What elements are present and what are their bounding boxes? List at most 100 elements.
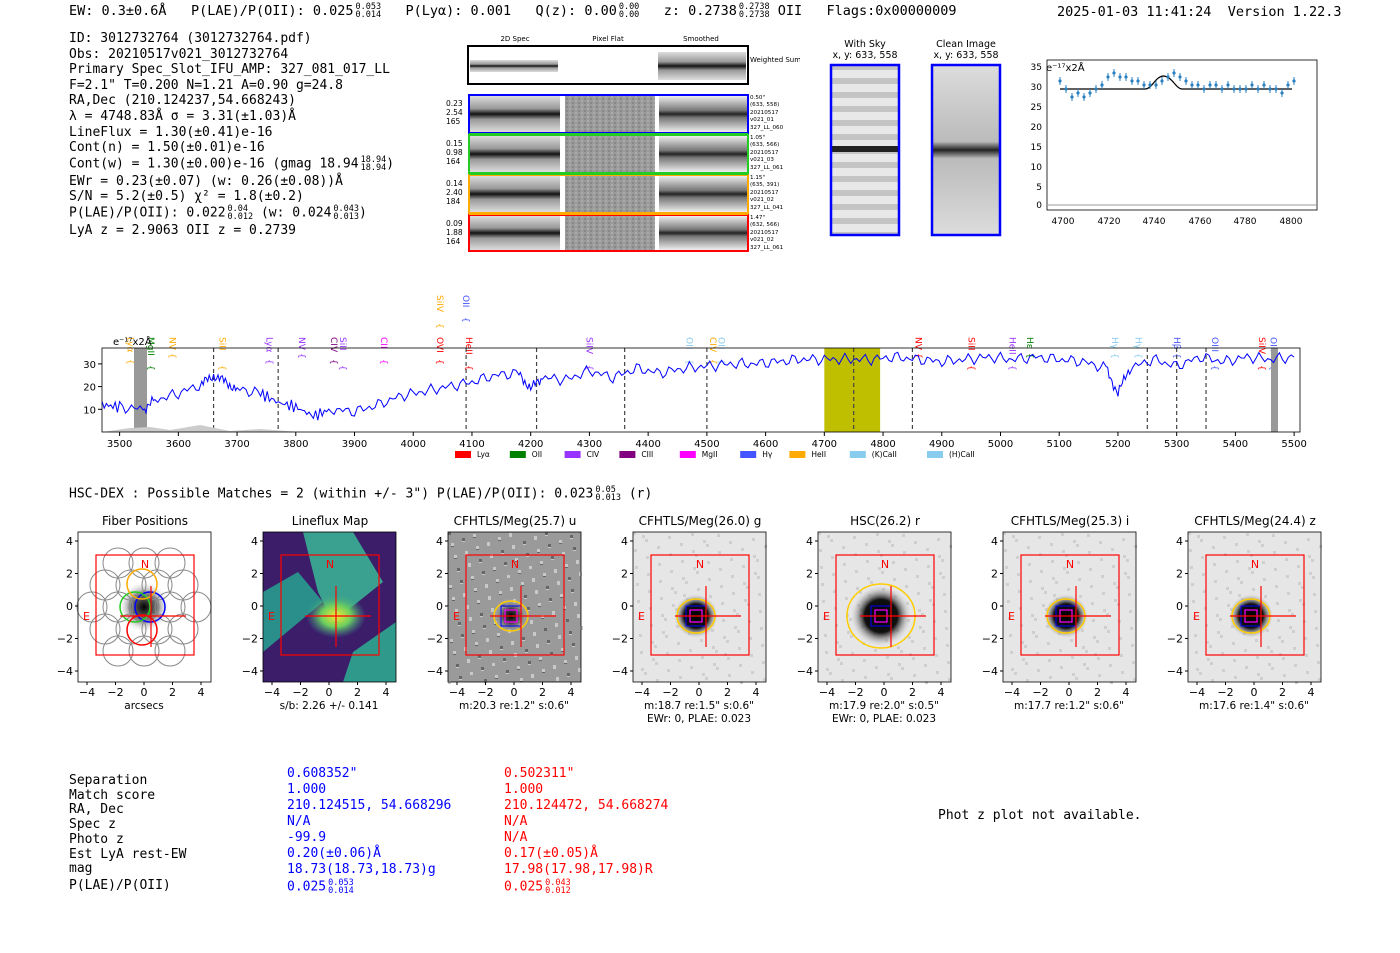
line-label-bracket-19: { [1006, 365, 1016, 371]
line-label-1: MgII [145, 337, 155, 356]
cutout-ytick: 0 [991, 600, 998, 613]
cutout-east-label: E [1193, 610, 1200, 623]
cutout-north-label: N [326, 558, 334, 571]
header-bar: EW: 0.3±0.6Å P(LAE)/P(OII): 0.025 0.053 0.… [69, 3, 957, 20]
zoom-plot-unit: e⁻¹⁷x2Å [1046, 61, 1085, 74]
match-value-2: 210.124472, 54.668274 [504, 798, 669, 813]
header-z: z: 0.2738 [663, 3, 737, 19]
line-label-bracket-7: { [337, 365, 347, 371]
line-label-bracket-23: { [1171, 353, 1181, 359]
cutout-ytick: 2 [251, 568, 258, 581]
line-label-19: HeII [1006, 337, 1016, 355]
cutout-east-label: E [83, 610, 90, 623]
spec2d-r1-r5: 327_LL_060 [750, 125, 784, 131]
zoom-xtick-4800: 4800 [1280, 217, 1303, 227]
info-plae-text: P(LAE)/P(OII): 0.022 [69, 205, 226, 221]
line-label-bracket-1: { [145, 365, 155, 371]
match-value-7: 0.025 0.053 0.014 [287, 878, 354, 896]
cutout-xtick: 4 [198, 686, 205, 699]
line-label-bracket-11: { [463, 365, 473, 371]
zoom-xtick-4740: 4740 [1143, 217, 1166, 227]
info-id: ID: 3012732764 (3012732764.pdf) [69, 31, 312, 46]
zoom-point [1124, 75, 1128, 79]
zoom-ytick-35: 35 [1031, 63, 1042, 73]
line-label-20: Hε [1024, 337, 1034, 349]
line-label-bracket-12: { [460, 317, 470, 323]
zoom-point [1196, 83, 1200, 87]
legend-label-1: OII [532, 450, 542, 459]
legend-label-6: HeII [811, 450, 826, 459]
spectrum-xtick: 3500 [107, 439, 132, 450]
spec2d-r2-l1: 0.15 [446, 139, 463, 148]
info-lineflux: LineFlux = 1.30(±0.41)e-16 [69, 124, 273, 140]
match-label-7: P(LAE)/P(OII) [69, 877, 171, 893]
line-label-16: OII [716, 337, 726, 349]
zoom-point [1076, 91, 1080, 95]
cutout-xtick: −4 [264, 686, 280, 699]
header-version: Version 1.22.3 [1227, 4, 1342, 20]
line-label-5: NV [296, 337, 306, 351]
cutout-ytick: −4 [797, 665, 813, 678]
cutout-xtick: 4 [1123, 686, 1130, 699]
header-ew: EW: 0.3±0.6Å [69, 3, 167, 19]
line-label-6: CIV [328, 337, 338, 353]
cutout-north-label: N [1066, 558, 1074, 571]
spectrum-xtick: 5500 [1281, 439, 1306, 450]
zoom-point [1250, 83, 1254, 87]
cutout-ytick: 2 [621, 568, 628, 581]
cutout-foot1-3: m:18.7 re:1.5" s:0.6" [644, 700, 754, 712]
match-value-6: 17.98(17.98,17.98)R [504, 862, 653, 877]
spec2d-r1-r1: 0.50" [750, 95, 765, 101]
spec2d-r2-r3: 20210517 [750, 150, 779, 156]
zoom-point [1244, 87, 1248, 91]
spec2d-r2-l3: 164 [446, 157, 461, 166]
cutout-0: Fiber Positions N E 4 2 0 −2 −4 −4 −2 0 2 4 arcsecs [48, 510, 233, 729]
cutout-ytick: −2 [982, 633, 998, 646]
legend-label-8: (H)CaII [949, 450, 975, 459]
spectrum-xtick: 4600 [753, 439, 778, 450]
line-label-bracket-2: { [167, 353, 177, 359]
spec2d-row-1 [468, 94, 749, 134]
match-value-5: 0.20(±0.06)Å [287, 846, 381, 861]
cutout-foot1-1: s/b: 2.26 +/- 0.141 [280, 700, 379, 712]
zoom-y-ticks: 35 30 25 20 15 10 5 0 [1031, 63, 1043, 211]
spec2d-r1-l3: 165 [446, 117, 461, 126]
spec2d-row-3 [468, 174, 749, 214]
cutout-title-0: Fiber Positions [102, 514, 188, 528]
line-label-bracket-20: { [1024, 353, 1034, 359]
cutout-foot2-3: EWr: 0, PLAE: 0.023 [647, 713, 751, 725]
with-sky-title: With Sky [844, 39, 886, 50]
cutout-xtick: −4 [634, 686, 650, 699]
line-label-11: HeII [463, 337, 473, 355]
cutout-title-4: HSC(26.2) r [850, 514, 920, 528]
cutout-east-label: E [638, 610, 645, 623]
cutout-north-label: N [141, 558, 149, 571]
line-label-23: Hβ [1171, 337, 1181, 350]
zoom-ytick-30: 30 [1031, 83, 1043, 93]
match-label-5: Est LyA rest-EW [69, 846, 187, 862]
cutout-north-label: N [511, 558, 519, 571]
header-z-lo: 0.2738 [738, 10, 770, 20]
cutout-north-label: N [1251, 558, 1259, 571]
zoom-point [1058, 79, 1062, 83]
spec2d-right-labels: 0.50" (633, 558) 20210517 v021_01 327_LL… [750, 95, 784, 251]
info-lambda: λ = 4748.83Å σ = 3.31(±1.03)Å [69, 108, 296, 124]
spectrum-ytick: 20 [83, 383, 96, 394]
zoom-point [1274, 87, 1278, 91]
line-label-bracket-0: { [124, 359, 134, 365]
spectrum-xtick: 4000 [401, 439, 426, 450]
spec2d-r1-r3: 20210517 [750, 110, 779, 116]
match-value-6: 18.73(18.73,18.73)g [287, 862, 436, 877]
zoom-point [1106, 75, 1110, 79]
emission-line-labels: Lyα {MgII {NV {SiII {Lyα {NV {CIV {SiII {CII {OVI… [124, 295, 1277, 371]
cutout-ytick: 2 [1176, 568, 1183, 581]
spectrum-xtick: 3600 [166, 439, 191, 450]
cutout-aperture-box [95, 554, 195, 656]
spectrum-error-fill [102, 425, 300, 432]
spectrum-x-ticks: 3500 3600 3700 3800 3900 4000 4100 4200 4300 4400… [107, 432, 1307, 450]
cutout-xtick: −4 [1004, 686, 1020, 699]
cutout-6: CFHTLS/Meg(24.4) z N E 4 2 0 −2 −4 −4 −2 0 2 4 m:17.6… [1158, 510, 1343, 729]
info-contn: Cont(n) = 1.50(±0.01)e-16 [69, 140, 265, 156]
legend-label-4: MgII [702, 450, 718, 459]
spec2d-r1-l1: 0.23 [446, 99, 463, 108]
